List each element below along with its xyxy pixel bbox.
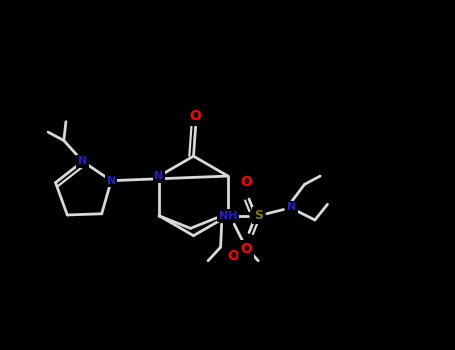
Text: N: N	[78, 156, 87, 166]
Text: N: N	[287, 202, 297, 212]
Text: O: O	[190, 110, 202, 124]
Text: N: N	[154, 171, 164, 181]
Text: O: O	[240, 175, 252, 189]
Text: O: O	[240, 242, 252, 256]
Text: O: O	[227, 248, 239, 262]
Text: N: N	[106, 176, 116, 186]
Text: S: S	[254, 209, 263, 222]
Text: NH: NH	[219, 211, 237, 221]
